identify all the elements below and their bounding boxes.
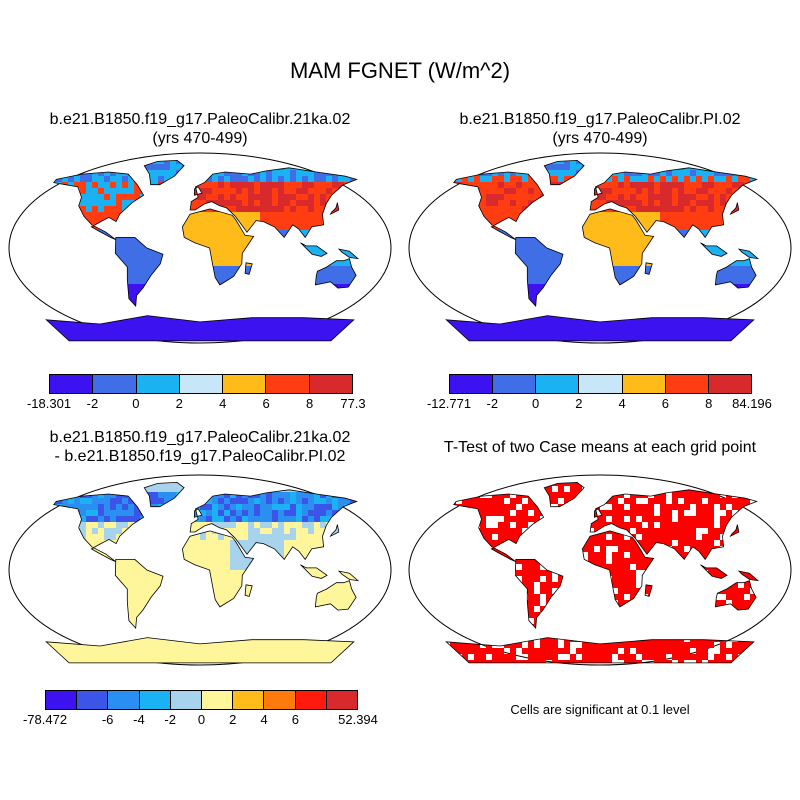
coastline [445,159,760,342]
panel-title-diff: b.e21.B1850.f19_g17.PaleoCalibr.21ka.02 … [0,428,400,466]
colorbar-case1-swatch [266,375,310,393]
colorbar-case2 [449,374,752,394]
colorbar-case1-swatch [223,375,267,393]
colorbar-case1-tick-label: 2 [175,396,183,411]
colorbar-case2-swatch [665,375,709,393]
colorbar-case1-tick-label: 77.3 [340,396,366,411]
colorbar-diff-tick-label: -4 [133,712,145,727]
colorbar-diff-swatch [77,691,109,709]
colorbar-case1-tick-label: -2 [86,396,99,411]
colorbar-case2-swatch [493,375,537,393]
map-ttest [408,474,792,666]
colorbar-diff-swatch [264,691,296,709]
map-diff [8,474,392,666]
colorbar-case1-labels: -18.301 -2 0 2 4 6 8 77.3 [27,396,366,412]
panel-title-case2: b.e21.B1850.f19_g17.PaleoCalibr.PI.02 (y… [400,110,800,148]
colorbar-case1 [49,374,353,394]
colorbar-diff-labels: -78.472 -6 -4 -2 0 2 4 6 52.394 [23,712,378,728]
coastline [45,159,360,342]
colorbar-diff-swatch [46,691,78,709]
panel-title-case1: b.e21.B1850.f19_g17.PaleoCalibr.21ka.02 … [0,110,400,148]
colorbar-case1-swatch [93,375,137,393]
colorbar-case2-tick-label: 2 [575,396,583,411]
colorbar-case2-tick-label: 0 [531,396,540,411]
colorbar-diff-tick-label: -6 [101,712,114,727]
colorbar-diff-tick-label: 0 [197,712,206,727]
colorbar-case2-tick-label: -2 [486,396,499,411]
colorbar-case2-labels: -12.771 -2 0 2 4 6 8 84.196 [427,396,772,412]
colorbar-diff-swatch [170,691,203,709]
colorbar-case2-swatch [450,375,494,393]
colorbar-case1-swatch [50,375,94,393]
colorbar-case1-swatch [309,375,352,393]
coastline [45,481,360,664]
colorbar-case2-tick-label: -12.771 [426,396,472,411]
panel-title-ttest-line1: T-Test of two Case means at each grid po… [443,439,757,456]
panel-title-case2-line1: b.e21.B1850.f19_g17.PaleoCalibr.PI.02 [459,111,741,128]
colorbar-case2-swatch [708,375,751,393]
colorbar-case2-tick-label: 6 [661,396,670,411]
colorbar-case1-tick-label: 6 [262,396,270,411]
colorbar-diff-tick-label: -78.472 [22,712,68,727]
colorbar-diff-tick-label: 4 [260,712,268,727]
colorbar-case2-swatch [536,375,580,393]
colorbar-diff-swatch [326,691,358,709]
colorbar-case2-swatch [622,375,666,393]
panel-title-case1-line2: (yrs 470-499) [152,130,248,147]
colorbar-diff-swatch [233,691,265,709]
panel-title-ttest: T-Test of two Case means at each grid po… [400,438,800,457]
colorbar-case2-tick-label: 4 [618,396,626,411]
colorbar-case2-swatch [579,375,623,393]
colorbar-case1-tick-label: 8 [305,396,314,411]
colorbar-diff-swatch [295,691,327,709]
colorbar-case1-tick-label: -18.301 [26,396,72,411]
significance-note: Cells are significant at 0.1 level [510,702,690,717]
panel-title-case1-line1: b.e21.B1850.f19_g17.PaleoCalibr.21ka.02 [49,111,351,128]
coastline [445,481,760,664]
colorbar-case1-swatch [179,375,224,393]
panel-title-diff-line2: - b.e21.B1850.f19_g17.PaleoCalibr.PI.02 [54,448,346,465]
colorbar-diff-tick-label: 2 [229,712,237,727]
panel-title-case2-line2: (yrs 470-499) [552,130,648,147]
main-title: MAM FGNET (W/m^2) [289,58,511,83]
colorbar-diff-swatch [108,691,140,709]
map-case1 [8,152,392,344]
colorbar-diff [45,690,358,710]
colorbar-case1-swatch [136,375,180,393]
colorbar-case2-tick-label: 84.196 [732,396,772,411]
colorbar-diff-tick-label: -2 [164,712,176,727]
map-case2 [408,152,792,344]
colorbar-case1-tick-label: 0 [132,396,140,411]
colorbar-diff-tick-label: 52.394 [338,712,378,727]
colorbar-diff-swatch [202,691,234,709]
colorbar-case2-tick-label: 8 [705,396,713,411]
panel-title-diff-line1: b.e21.B1850.f19_g17.PaleoCalibr.21ka.02 [49,429,351,446]
colorbar-diff-swatch [139,691,171,709]
colorbar-case1-tick-label: 4 [219,396,227,411]
colorbar-diff-tick-label: 6 [291,712,300,727]
